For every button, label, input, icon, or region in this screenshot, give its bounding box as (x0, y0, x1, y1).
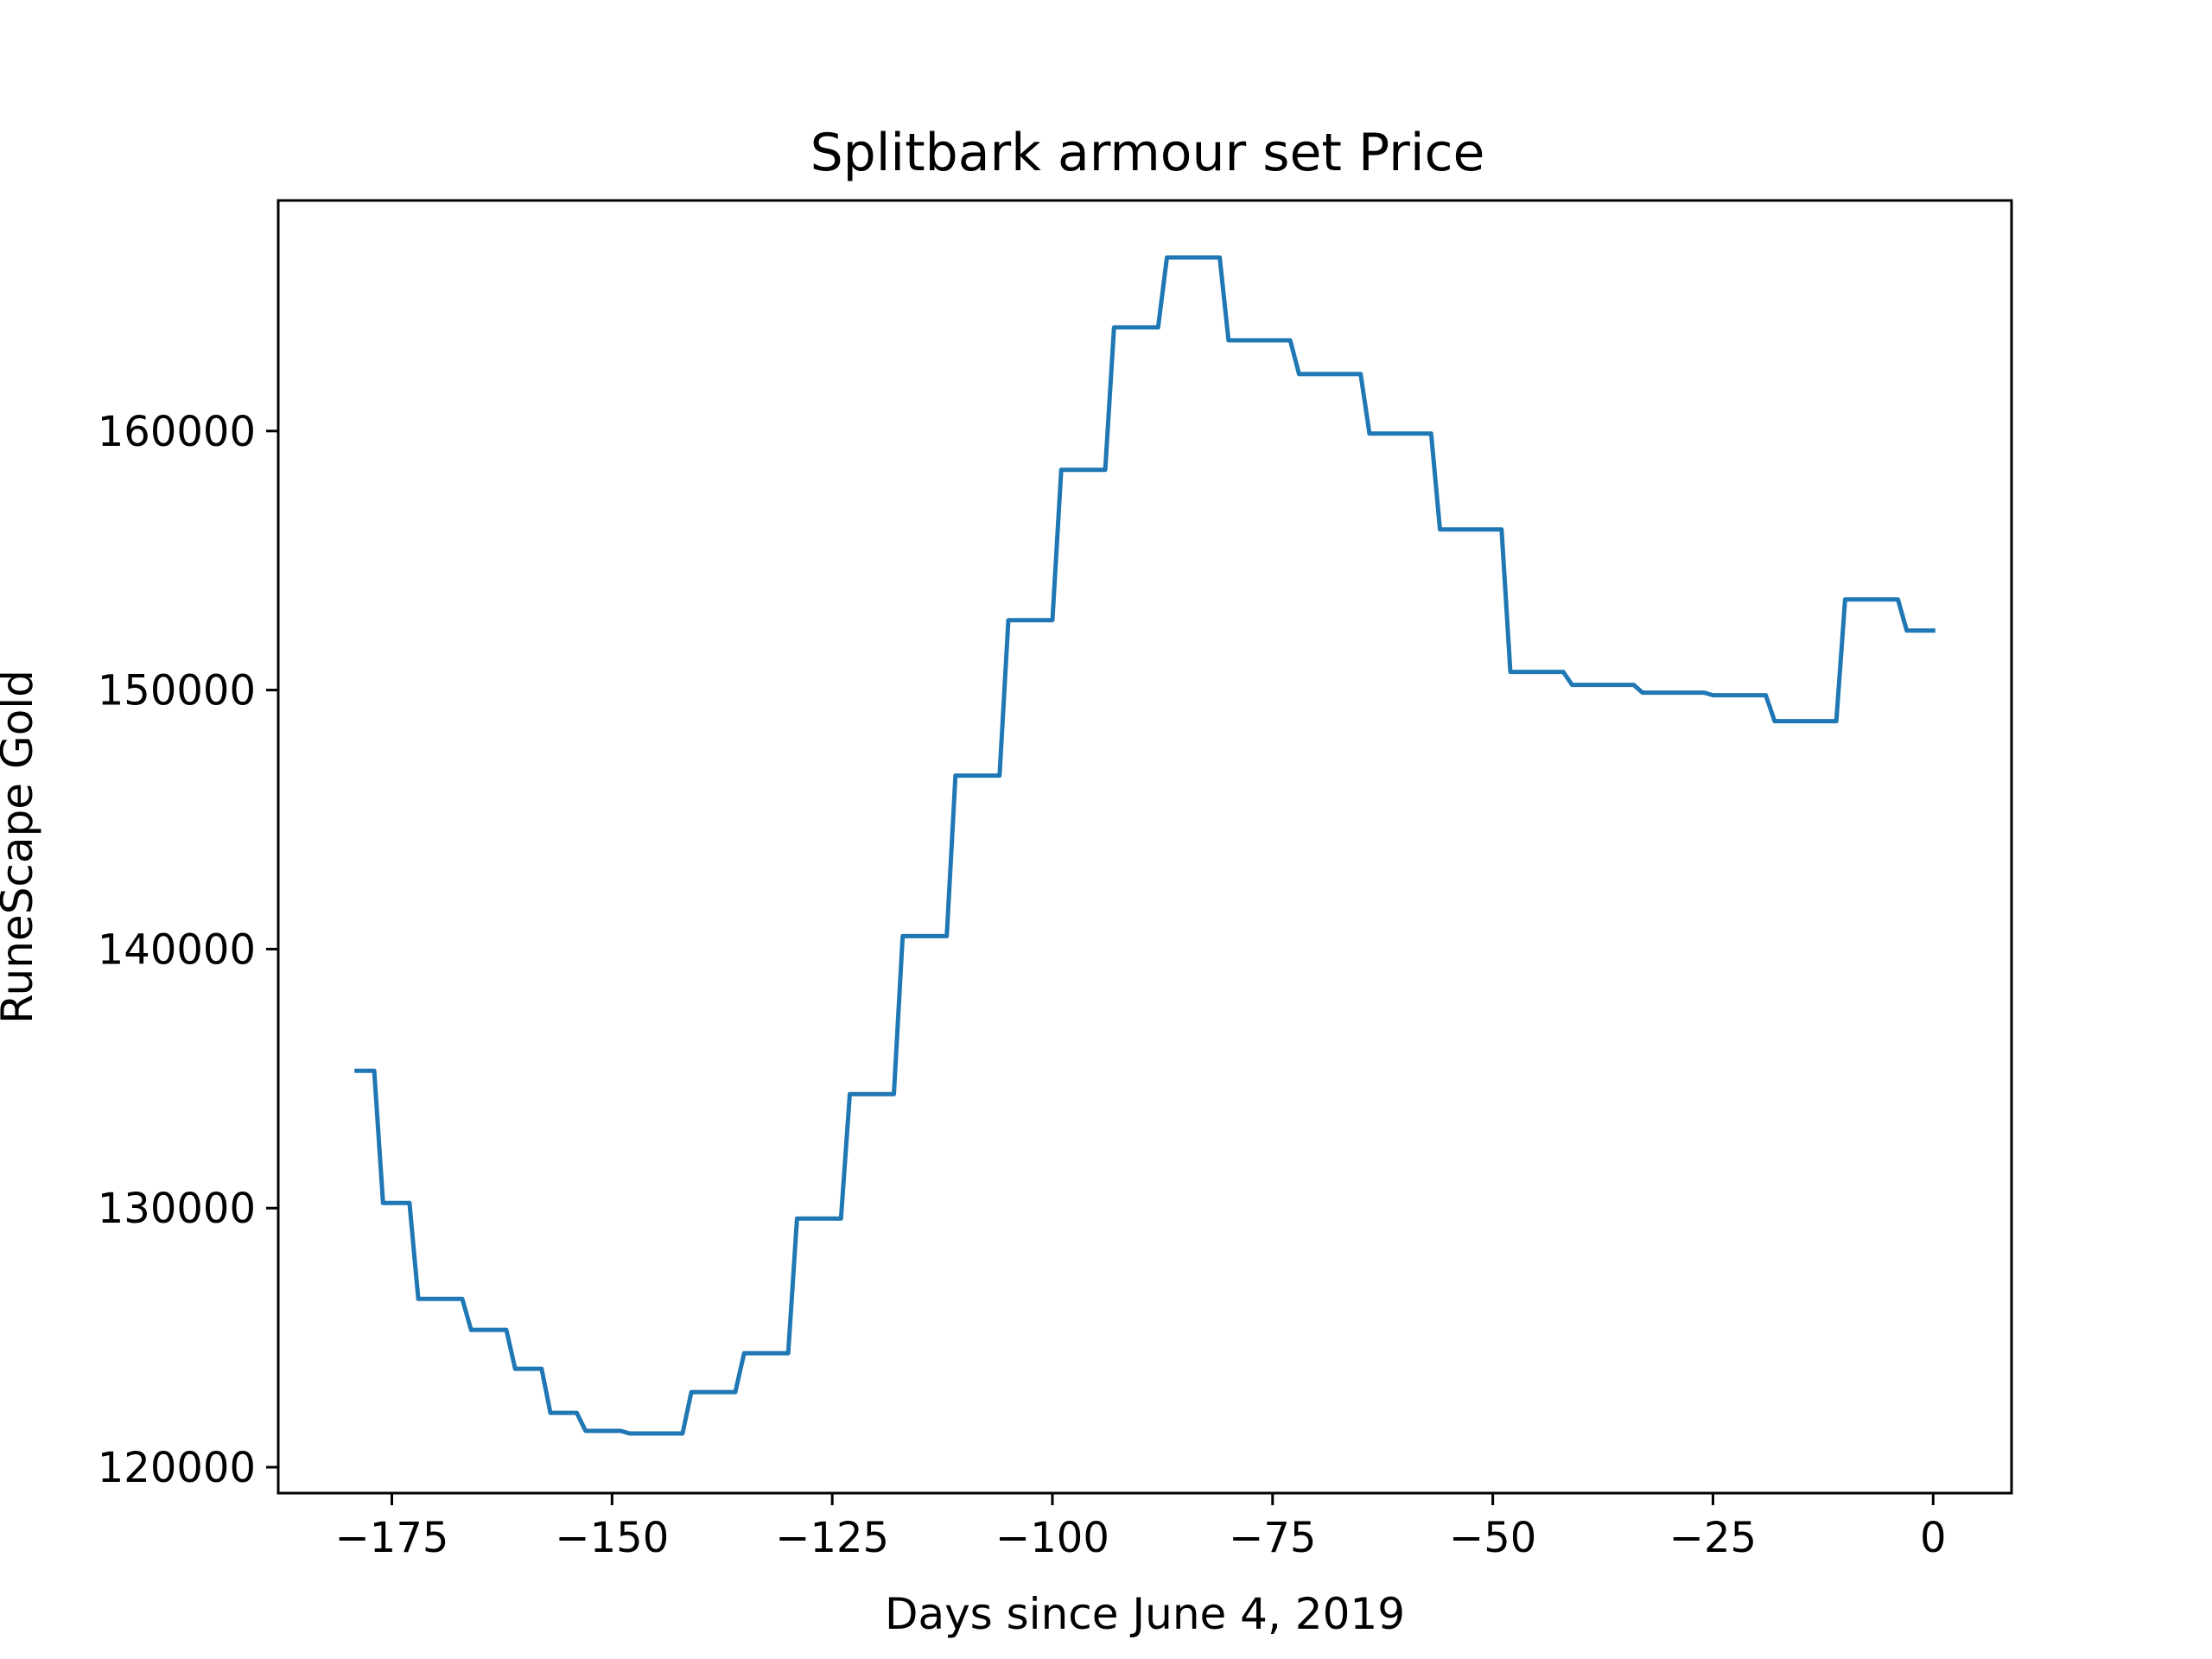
x-axis-label: Days since June 4, 2019 (885, 1589, 1405, 1639)
y-axis-ticks: 120000 130000 140000 150000 160000 (98, 408, 278, 1492)
x-tick-label: −125 (775, 1514, 889, 1562)
x-tick-label: −25 (1669, 1514, 1757, 1562)
series-line-0 (354, 255, 1936, 1436)
y-tick-label: 150000 (98, 667, 256, 715)
plot-area (354, 255, 1936, 1436)
y-tick-label: 120000 (98, 1444, 256, 1492)
x-tick-label: −50 (1449, 1514, 1536, 1562)
y-axis-label: RuneScape Gold (0, 670, 42, 1024)
y-tick-label: 160000 (98, 408, 256, 456)
x-tick-label: −75 (1229, 1514, 1316, 1562)
x-axis-ticks: −175 −150 −125 −100 −75 −50 −25 0 (335, 1493, 1947, 1562)
chart-title: Splitbark armour set Price (810, 123, 1485, 183)
y-tick-label: 130000 (98, 1185, 256, 1233)
y-tick-label: 140000 (98, 925, 256, 974)
x-tick-label: −175 (335, 1514, 449, 1562)
x-tick-label: −150 (555, 1514, 669, 1562)
x-tick-label: 0 (1920, 1514, 1947, 1562)
axes-frame (276, 199, 2013, 1495)
x-tick-label: −100 (995, 1514, 1109, 1562)
